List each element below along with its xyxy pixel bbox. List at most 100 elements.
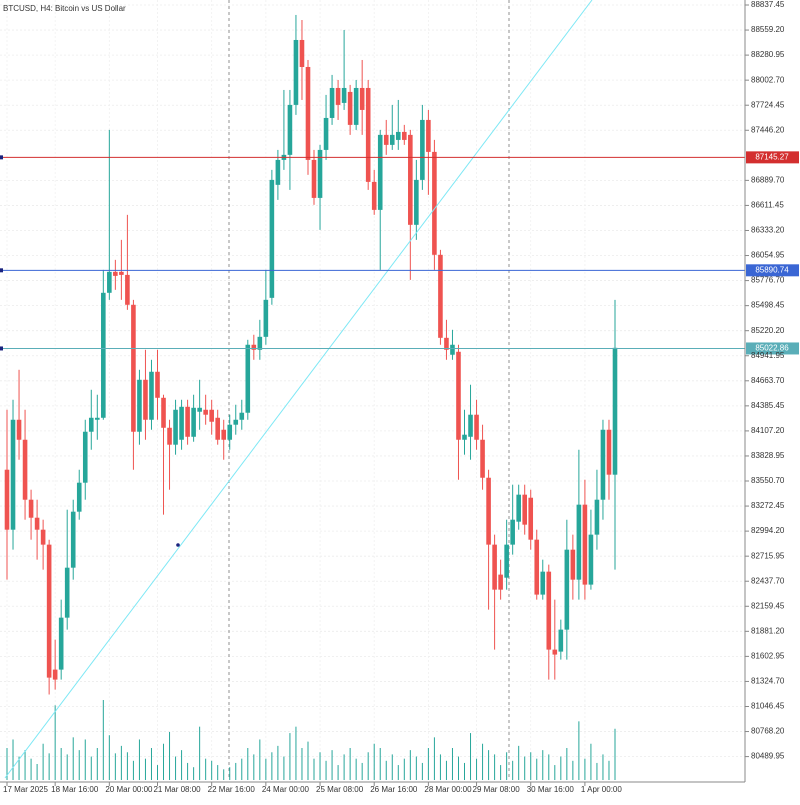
volume xyxy=(6,700,616,780)
y-tick-label: 81046.45 xyxy=(751,702,785,711)
candle-body xyxy=(317,149,323,198)
candle-body xyxy=(82,431,88,483)
candle-body xyxy=(540,571,546,595)
trend-line xyxy=(4,0,593,779)
candle-body xyxy=(420,119,425,180)
candle-body xyxy=(486,477,491,545)
candle-body xyxy=(149,371,154,420)
candle-body xyxy=(233,419,239,425)
candle-body xyxy=(52,669,58,680)
candle-body xyxy=(221,429,227,440)
candles xyxy=(4,14,618,695)
candle-body xyxy=(504,544,509,578)
candle-body xyxy=(293,39,299,105)
candle-body xyxy=(576,504,582,580)
candle-body xyxy=(600,429,606,500)
level-anchor xyxy=(0,155,3,160)
candle-body xyxy=(179,406,184,440)
y-tick-label: 87446.20 xyxy=(751,125,785,134)
candle-body xyxy=(480,439,485,478)
y-tick-label: 85776.70 xyxy=(751,276,785,285)
candle-body xyxy=(107,271,112,293)
candle-body xyxy=(516,494,521,522)
grid xyxy=(0,0,745,780)
candle-body xyxy=(606,429,612,475)
level-label: 85022.86 xyxy=(755,344,789,353)
candle-body xyxy=(498,574,503,590)
candle-body xyxy=(40,529,46,545)
axis-labels: 80489.95 80768.20 81046.45 81324.70 81602.95… xyxy=(3,0,785,794)
candle-body xyxy=(408,134,413,225)
candle-body xyxy=(558,629,564,652)
y-tick-label: 82994.20 xyxy=(751,526,785,535)
level-anchor xyxy=(0,268,3,273)
level-label-box xyxy=(746,264,799,277)
candle-body xyxy=(462,434,467,440)
x-tick-label: 30 Mar 16:00 xyxy=(527,785,575,794)
candle-body xyxy=(444,337,449,350)
candle-body xyxy=(299,39,305,67)
x-tick-label: 1 Apr 00:00 xyxy=(581,785,622,794)
candle-body xyxy=(353,87,359,125)
candle-body xyxy=(305,66,311,160)
level-anchor xyxy=(0,346,3,351)
candle-body xyxy=(341,87,347,103)
candle-body xyxy=(287,104,293,155)
candle-body xyxy=(468,414,473,437)
candle-body xyxy=(365,87,371,182)
candle-body xyxy=(456,351,461,440)
candle-body xyxy=(389,134,395,145)
y-tick-label: 88280.95 xyxy=(751,50,785,59)
y-tick-label: 82437.70 xyxy=(751,576,785,585)
candle-body xyxy=(119,271,124,275)
candle-body xyxy=(426,119,431,152)
candle-body xyxy=(510,519,515,545)
candle-body xyxy=(347,91,353,125)
candle-body xyxy=(395,131,401,140)
y-tick-label: 81324.70 xyxy=(751,677,785,686)
y-tick-label: 88559.20 xyxy=(751,25,785,34)
y-tick-label: 84107.20 xyxy=(751,426,785,435)
candle-body xyxy=(594,499,600,535)
candle-body xyxy=(251,344,257,350)
candle-body xyxy=(4,469,10,530)
candle-body xyxy=(275,159,281,185)
level-label: 85890.74 xyxy=(755,265,789,274)
candle-body xyxy=(76,482,82,512)
candle-body xyxy=(197,407,202,412)
candle-body xyxy=(155,371,160,398)
y-tick-label: 86889.70 xyxy=(751,175,785,184)
candle-body xyxy=(528,497,534,540)
candle-body xyxy=(58,617,64,670)
candle-body xyxy=(414,179,419,225)
candle-body xyxy=(113,271,118,276)
candle-body xyxy=(64,567,70,618)
candle-body xyxy=(203,409,208,415)
candle-body xyxy=(329,87,335,118)
x-tick-label: 20 Mar 00:00 xyxy=(105,785,153,794)
y-tick-label: 86611.45 xyxy=(751,201,784,210)
y-tick-label: 84663.70 xyxy=(751,376,785,385)
y-tick-label: 80768.20 xyxy=(751,727,785,736)
candle-body xyxy=(143,379,148,420)
candle-body xyxy=(359,87,365,110)
candle-body xyxy=(10,419,16,530)
candle-body xyxy=(311,159,317,198)
x-tick-label: 29 Mar 08:00 xyxy=(473,785,521,794)
candle-body xyxy=(474,414,479,440)
candle-body xyxy=(16,419,22,440)
candle-body xyxy=(564,549,570,630)
candle-body xyxy=(588,534,594,585)
candle-body xyxy=(22,439,28,500)
candle-body xyxy=(173,409,178,445)
candle-body xyxy=(269,179,275,298)
levels: 87145.27 85890.74 85022.86 xyxy=(0,151,799,355)
level-label-box xyxy=(746,151,799,164)
candle-body xyxy=(546,571,552,650)
y-tick-label: 86054.95 xyxy=(751,251,785,260)
y-tick-label: 81602.95 xyxy=(751,651,785,660)
y-tick-label: 83272.45 xyxy=(751,501,785,510)
candle-body xyxy=(492,544,497,590)
candle-body xyxy=(167,427,172,445)
